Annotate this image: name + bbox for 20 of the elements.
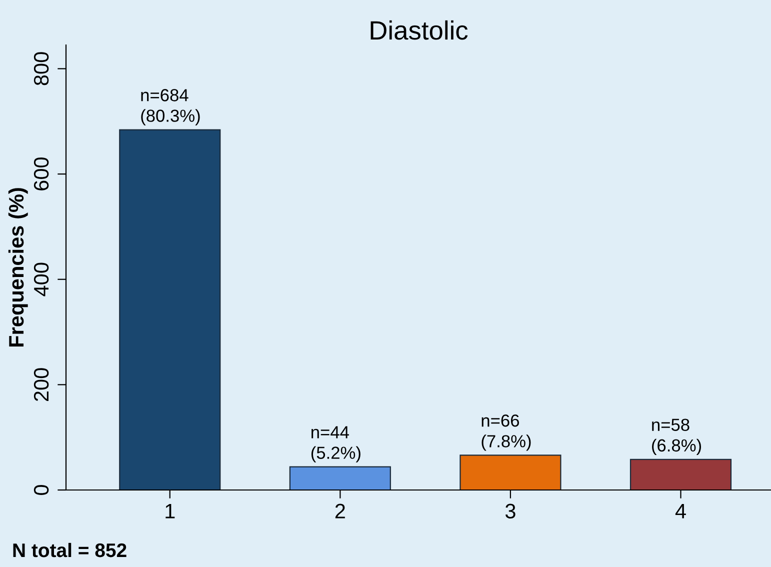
data-label: n=66 (7.8%) [482, 414, 531, 451]
y-axis-title: Frequencies (%) [8, 188, 28, 347]
y-tick-label: 200 [34, 368, 49, 402]
chart-title: Diastolic [370, 20, 468, 40]
y-tick-label: 600 [34, 157, 49, 190]
text: N total = 852 [13, 542, 126, 558]
bar [289, 466, 391, 490]
data-label: n=58 (6.8%) [652, 418, 701, 455]
bar [119, 129, 221, 490]
y-tick-label: 800 [34, 52, 49, 86]
bar [630, 458, 732, 490]
y-tick-label: 0 [34, 485, 49, 495]
data-label: n=684 (80.3%) [141, 89, 200, 126]
x-tick-label: 3 [505, 504, 516, 518]
bar [460, 454, 562, 490]
x-tick-label: 1 [166, 504, 175, 518]
y-tick-label: 400 [34, 262, 49, 296]
x-tick-label: 2 [335, 504, 345, 518]
x-tick-label: 4 [675, 504, 686, 518]
data-label: n=44 (5.2%) [311, 426, 360, 462]
